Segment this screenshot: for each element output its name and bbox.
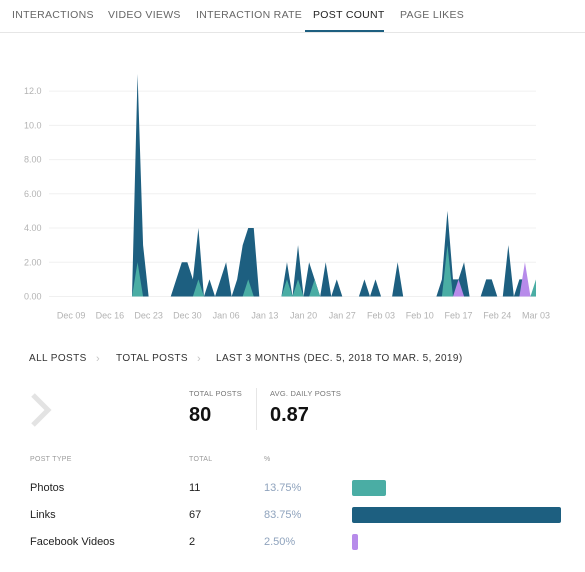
y-tick-label: 6.00: [24, 189, 42, 199]
column-header-percent: %: [264, 456, 271, 463]
y-tick-label: 4.00: [24, 223, 42, 233]
x-tick-label: Feb 03: [367, 311, 395, 321]
y-axis-ticks: 0.00 2.00 4.00 6.00 8.00 10.0 12.0: [24, 86, 42, 301]
share-bar: [352, 534, 358, 550]
post-type-percent: 13.75%: [264, 482, 302, 494]
x-tick-label: Dec 09: [57, 311, 86, 321]
post-type-total: 67: [189, 509, 202, 521]
x-axis-ticks: Dec 09 Dec 16 Dec 23 Dec 30 Jan 06 Jan 13 Jan …: [57, 311, 550, 321]
post-type-name: Links: [30, 509, 56, 521]
metric-tabs: INTERACTIONS VIDEO VIEWS INTERACTION RAT…: [0, 0, 585, 33]
x-tick-label: Dec 30: [173, 311, 202, 321]
post-type-total: 2: [189, 536, 196, 548]
tab-page-likes[interactable]: PAGE LIKES: [400, 9, 465, 21]
post-count-chart: 0.00 2.00 4.00 6.00 8.00 10.0 12.0 Dec 09 Dec 1…: [24, 74, 550, 321]
post-type-name: Photos: [30, 482, 65, 494]
x-tick-label: Mar 03: [522, 311, 550, 321]
stat-divider: [256, 388, 257, 430]
x-tick-label: Feb 10: [406, 311, 434, 321]
breadcrumb: ALL POSTS › TOTAL POSTS › LAST 3 MONTHS …: [0, 353, 585, 367]
tab-video-views[interactable]: VIDEO VIEWS: [108, 9, 181, 21]
chart-areas: [49, 74, 536, 297]
x-tick-label: Jan 20: [290, 311, 317, 321]
y-tick-label: 8.00: [24, 155, 42, 165]
post-type-name: Facebook Videos: [30, 536, 115, 548]
avg-daily-posts-value: 0.87: [270, 404, 309, 426]
x-tick-label: Jan 06: [213, 311, 240, 321]
breadcrumb-total-posts[interactable]: TOTAL POSTS: [116, 353, 189, 364]
post-type-percent: 83.75%: [264, 509, 302, 521]
table-row: Photos 11 13.75%: [0, 480, 585, 496]
tab-interactions[interactable]: INTERACTIONS: [12, 9, 94, 21]
post-type-percent: 2.50%: [264, 536, 296, 548]
share-bar: [352, 480, 386, 496]
column-header-total: TOTAL: [189, 456, 213, 463]
chevron-right-icon: ›: [96, 353, 100, 365]
series-area-links: [49, 74, 536, 297]
breadcrumb-date-range: LAST 3 MONTHS (DEC. 5, 2018 TO MAR. 5, 2…: [216, 353, 463, 364]
avg-daily-posts-label: AVG. DAILY POSTS: [270, 389, 342, 398]
active-tab-indicator: [305, 30, 384, 32]
x-tick-label: Feb 24: [483, 311, 511, 321]
table-row: Links 67 83.75%: [0, 507, 585, 523]
share-bar: [352, 507, 561, 523]
breadcrumb-all-posts[interactable]: ALL POSTS: [29, 353, 87, 364]
x-tick-label: Dec 16: [96, 311, 125, 321]
post-type-total: 11: [189, 482, 201, 494]
y-tick-label: 12.0: [24, 86, 42, 96]
tab-post-count[interactable]: POST COUNT: [313, 9, 385, 21]
chevron-right-icon[interactable]: [28, 392, 54, 428]
x-tick-label: Dec 23: [134, 311, 163, 321]
table-row: Facebook Videos 2 2.50%: [0, 534, 585, 550]
total-posts-label: TOTAL POSTS: [189, 389, 242, 398]
x-tick-label: Jan 27: [329, 311, 356, 321]
tab-interaction-rate[interactable]: INTERACTION RATE: [196, 9, 303, 21]
x-tick-label: Feb 17: [445, 311, 473, 321]
chevron-right-icon: ›: [197, 353, 201, 365]
chart-gridlines: [49, 90, 536, 297]
column-header-post-type: POST TYPE: [30, 456, 72, 463]
y-tick-label: 10.0: [24, 120, 42, 130]
y-tick-label: 2.00: [24, 257, 42, 267]
y-tick-label: 0.00: [24, 292, 42, 302]
x-tick-label: Jan 13: [251, 311, 278, 321]
total-posts-value: 80: [189, 404, 212, 426]
